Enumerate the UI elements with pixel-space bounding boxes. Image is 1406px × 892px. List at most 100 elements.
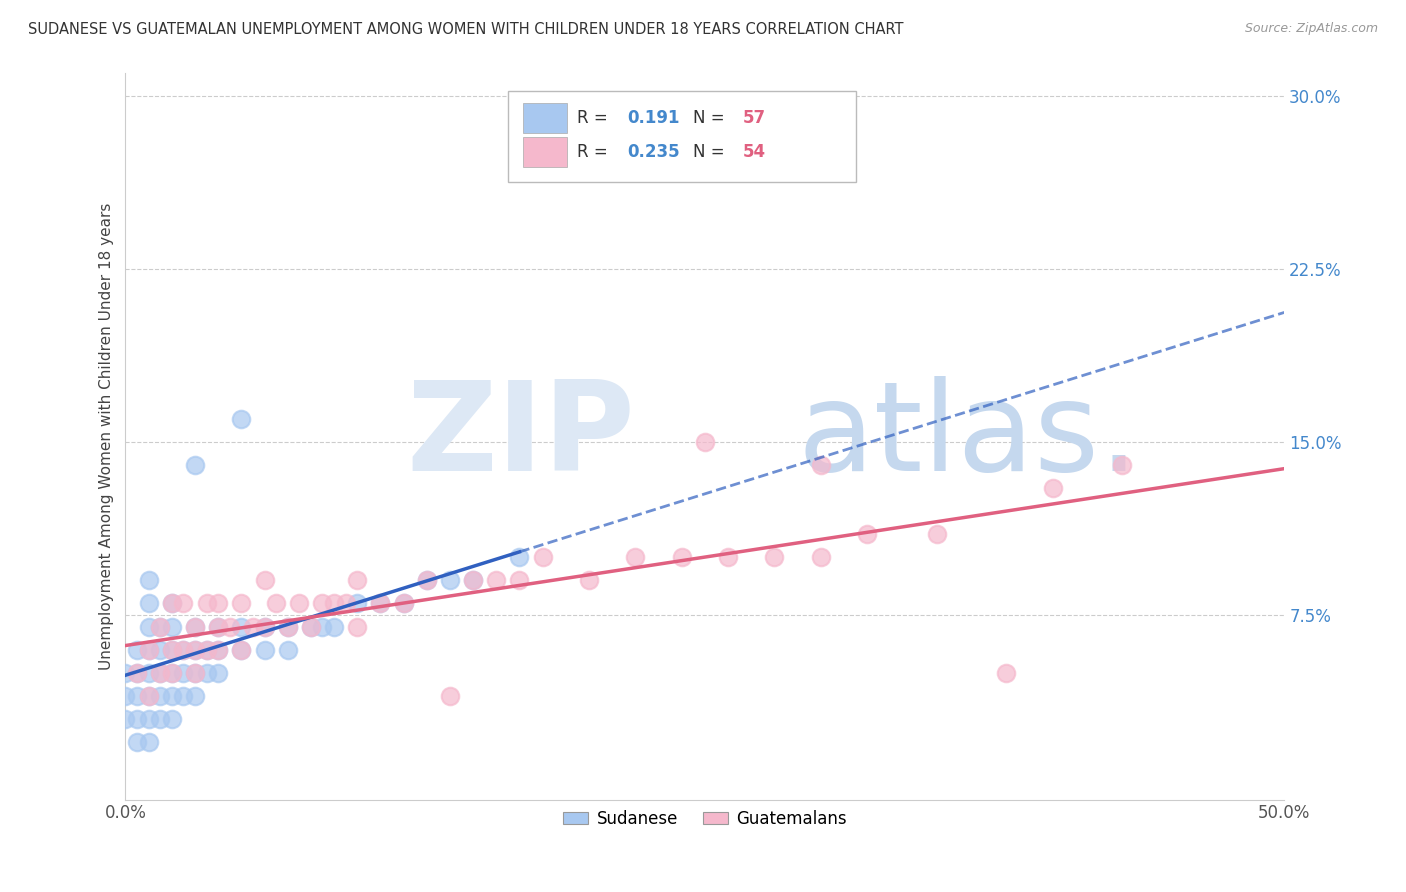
- Point: [138, 619, 160, 633]
- Point: [195, 642, 218, 657]
- Point: [346, 619, 368, 633]
- Point: [299, 619, 322, 633]
- Point: [207, 619, 229, 633]
- Text: N =: N =: [693, 144, 730, 161]
- Point: [253, 619, 276, 633]
- Point: [184, 619, 207, 633]
- Point: [485, 574, 508, 588]
- Point: [925, 527, 948, 541]
- Point: [335, 597, 357, 611]
- Text: ZIP: ZIP: [406, 376, 636, 497]
- Point: [311, 619, 333, 633]
- Point: [125, 735, 148, 749]
- Bar: [523, 103, 567, 133]
- Point: [1111, 458, 1133, 472]
- Point: [323, 597, 346, 611]
- Point: [392, 597, 415, 611]
- Point: [231, 597, 253, 611]
- Point: [693, 435, 716, 450]
- Point: [149, 712, 172, 726]
- Point: [439, 689, 461, 703]
- Point: [138, 642, 160, 657]
- Point: [810, 550, 832, 565]
- Point: [138, 642, 160, 657]
- Point: [416, 574, 439, 588]
- Bar: [523, 136, 567, 168]
- Text: R =: R =: [578, 144, 613, 161]
- Text: 0.191: 0.191: [627, 109, 679, 127]
- Point: [416, 574, 439, 588]
- Point: [231, 642, 253, 657]
- Point: [184, 665, 207, 680]
- Point: [508, 550, 530, 565]
- Point: [138, 712, 160, 726]
- Point: [346, 597, 368, 611]
- Point: [138, 597, 160, 611]
- Point: [242, 619, 264, 633]
- Point: [149, 665, 172, 680]
- Point: [370, 597, 392, 611]
- Text: 54: 54: [744, 144, 766, 161]
- Point: [277, 619, 299, 633]
- FancyBboxPatch shape: [508, 91, 855, 182]
- Text: atlas.: atlas.: [797, 376, 1139, 497]
- Point: [160, 642, 183, 657]
- Point: [439, 574, 461, 588]
- Point: [253, 642, 276, 657]
- Point: [463, 574, 485, 588]
- Point: [856, 527, 879, 541]
- Point: [299, 619, 322, 633]
- Point: [218, 619, 240, 633]
- Point: [277, 642, 299, 657]
- Point: [184, 642, 207, 657]
- Point: [138, 665, 160, 680]
- Point: [253, 574, 276, 588]
- Point: [184, 689, 207, 703]
- Point: [172, 597, 194, 611]
- Point: [149, 665, 172, 680]
- Point: [392, 597, 415, 611]
- Point: [149, 619, 172, 633]
- Point: [231, 412, 253, 426]
- Point: [149, 689, 172, 703]
- Point: [149, 619, 172, 633]
- Point: [346, 574, 368, 588]
- Point: [172, 665, 194, 680]
- Legend: Sudanese, Guatemalans: Sudanese, Guatemalans: [557, 804, 853, 835]
- Point: [195, 642, 218, 657]
- Point: [160, 712, 183, 726]
- Text: 57: 57: [744, 109, 766, 127]
- Point: [207, 597, 229, 611]
- Point: [184, 458, 207, 472]
- Point: [125, 642, 148, 657]
- Point: [207, 642, 229, 657]
- Text: R =: R =: [578, 109, 613, 127]
- Point: [624, 550, 647, 565]
- Point: [160, 597, 183, 611]
- Text: Source: ZipAtlas.com: Source: ZipAtlas.com: [1244, 22, 1378, 36]
- Point: [763, 550, 786, 565]
- Point: [195, 665, 218, 680]
- Point: [311, 597, 333, 611]
- Point: [172, 642, 194, 657]
- Point: [184, 619, 207, 633]
- Point: [125, 665, 148, 680]
- Point: [160, 689, 183, 703]
- Point: [578, 574, 600, 588]
- Point: [160, 597, 183, 611]
- Point: [138, 574, 160, 588]
- Point: [160, 665, 183, 680]
- Point: [231, 619, 253, 633]
- Point: [138, 735, 160, 749]
- Point: [184, 665, 207, 680]
- Point: [160, 642, 183, 657]
- Point: [172, 689, 194, 703]
- Point: [717, 550, 740, 565]
- Point: [184, 642, 207, 657]
- Point: [114, 665, 136, 680]
- Point: [231, 642, 253, 657]
- Point: [995, 665, 1018, 680]
- Point: [125, 689, 148, 703]
- Point: [207, 642, 229, 657]
- Point: [1042, 481, 1064, 495]
